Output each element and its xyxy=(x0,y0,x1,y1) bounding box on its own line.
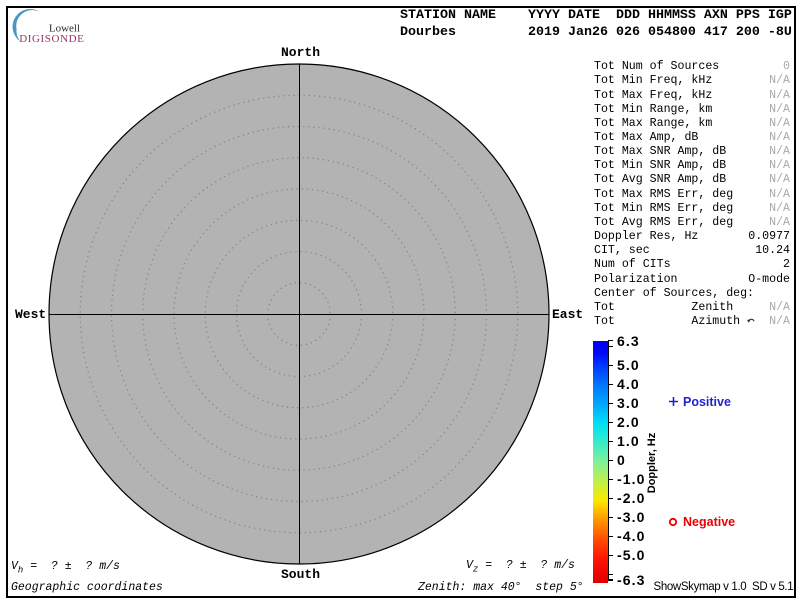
svg-text:Lowell: Lowell xyxy=(49,22,80,34)
svg-text:DIGISONDE: DIGISONDE xyxy=(19,33,84,45)
